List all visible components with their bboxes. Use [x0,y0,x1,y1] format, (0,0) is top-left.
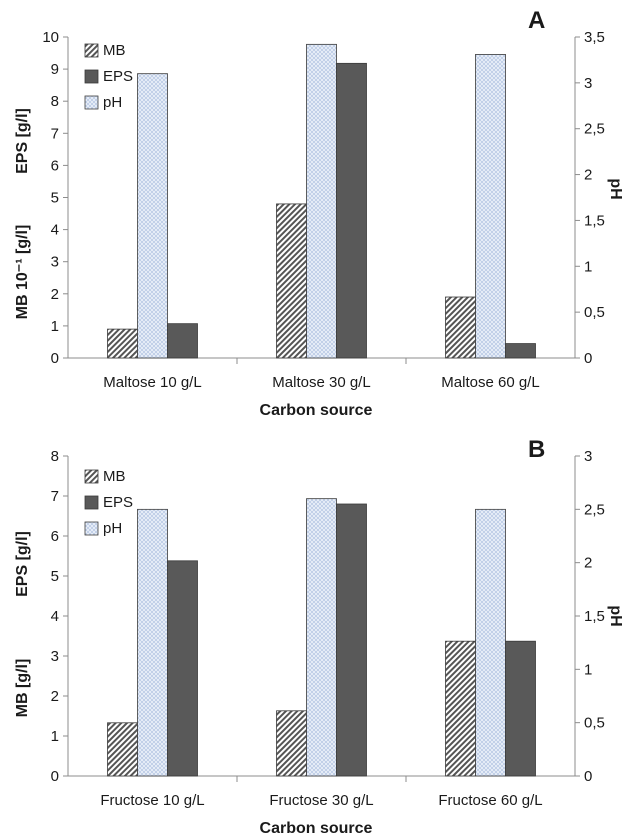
bar-eps [336,62,367,359]
bar-eps [167,323,198,359]
legend-a: MB EPS pH [84,42,133,111]
legend-swatch-ph [84,521,99,536]
bar-mb [445,296,476,359]
bar-mb [107,722,138,777]
y-axis-title-left-bottom-b: MB [g/l] [14,659,31,718]
y-axis-title-left-top-b: EPS [g/l] [14,531,31,597]
x-tick-label: Fructose 60 g/L [438,792,542,809]
y-tick-label-left: 3 [51,254,59,271]
legend-b: MB EPS pH [84,468,133,537]
x-tick-label: Fructose 10 g/L [100,792,204,809]
y-tick-label-right: 1 [584,661,592,678]
legend-label-mb: MB [103,42,126,59]
y-tick-label-left: 6 [51,157,59,174]
y-tick-label-left: 0 [51,350,59,367]
bar-ph [475,508,506,777]
y-tick-label-right: 3 [584,448,592,465]
bar-ph [306,498,337,777]
x-axis-title-b: Carbon source [260,820,373,837]
y-tick-label-right: 2,5 [584,121,605,138]
y-tick-label-right: 1,5 [584,608,605,625]
bar-mb [107,328,138,359]
x-tick-label: Fructose 30 g/L [269,792,373,809]
y-tick-label-right: 0 [584,768,592,785]
y-tick-label-left: 8 [51,93,59,110]
bar-eps [505,640,536,777]
y-axis-title-right-b: pH [607,605,624,626]
panel-label-b: B [528,436,545,463]
legend-swatch-eps [84,69,99,84]
bar-eps [336,503,367,777]
y-tick-label-left: 5 [51,568,59,585]
y-tick-label-left: 8 [51,448,59,465]
y-tick-label-left: 2 [51,286,59,303]
legend-label-ph: pH [103,94,122,111]
y-tick-label-left: 7 [51,125,59,142]
chart-panel-b: B 0 1 2 3 4 5 6 7 8 0 0,5 1 1,5 2 2,5 3 Fructose 10 g/L F… [14,436,624,837]
legend-label-ph: pH [103,520,122,537]
legend-swatch-mb [84,43,99,58]
y-tick-label-left: 1 [51,728,59,745]
y-axis-title-left-top-a: EPS [g/l] [14,108,31,174]
y-tick-label-left: 1 [51,318,59,335]
y-tick-label-right: 2 [584,555,592,572]
bar-eps [505,343,536,359]
y-tick-label-left: 0 [51,768,59,785]
y-tick-label-left: 3 [51,648,59,665]
y-tick-label-left: 10 [42,29,59,46]
y-tick-label-left: 4 [51,608,59,625]
y-axis-title-right-a: pH [607,178,624,199]
bar-mb [445,640,476,777]
x-tick-label: Maltose 30 g/L [272,374,370,391]
chart-panel-a: A 0 1 2 3 4 5 6 7 8 9 10 0 0,5 1 1,5 2 2,5 3 3,5 Maltose 10… [14,7,624,419]
bar-ph [137,73,168,359]
bar-ph [137,508,168,777]
y-tick-label-right: 0 [584,350,592,367]
panel-label-a: A [528,7,545,34]
x-tick-label: Maltose 60 g/L [441,374,539,391]
legend-label-eps: EPS [103,494,133,511]
y-tick-label-right: 2,5 [584,501,605,518]
bar-ph [475,54,506,359]
bar-ph [306,43,337,359]
y-tick-label-right: 3 [584,75,592,92]
y-tick-label-left: 9 [51,61,59,78]
y-tick-label-left: 2 [51,688,59,705]
y-tick-label-left: 7 [51,488,59,505]
x-axis-title-a: Carbon source [260,402,373,419]
bar-mb [276,203,307,359]
y-tick-label-left: 4 [51,222,59,239]
legend-label-mb: MB [103,468,126,485]
y-tick-label-left: 6 [51,528,59,545]
legend-swatch-eps [84,495,99,510]
legend-swatch-mb [84,469,99,484]
y-tick-label-right: 2 [584,167,592,184]
y-tick-label-right: 1 [584,258,592,275]
y-tick-label-right: 0,5 [584,715,605,732]
legend-swatch-ph [84,95,99,110]
y-tick-label-right: 1,5 [584,212,605,229]
x-tick-label: Maltose 10 g/L [103,374,201,391]
legend-label-eps: EPS [103,68,133,85]
y-axis-title-left-bottom-a: MB 10⁻¹ [g/l] [14,225,31,320]
y-tick-label-right: 3,5 [584,29,605,46]
y-tick-label-right: 0,5 [584,304,605,321]
bar-eps [167,560,198,777]
y-tick-label-left: 5 [51,190,59,207]
bar-mb [276,710,307,777]
